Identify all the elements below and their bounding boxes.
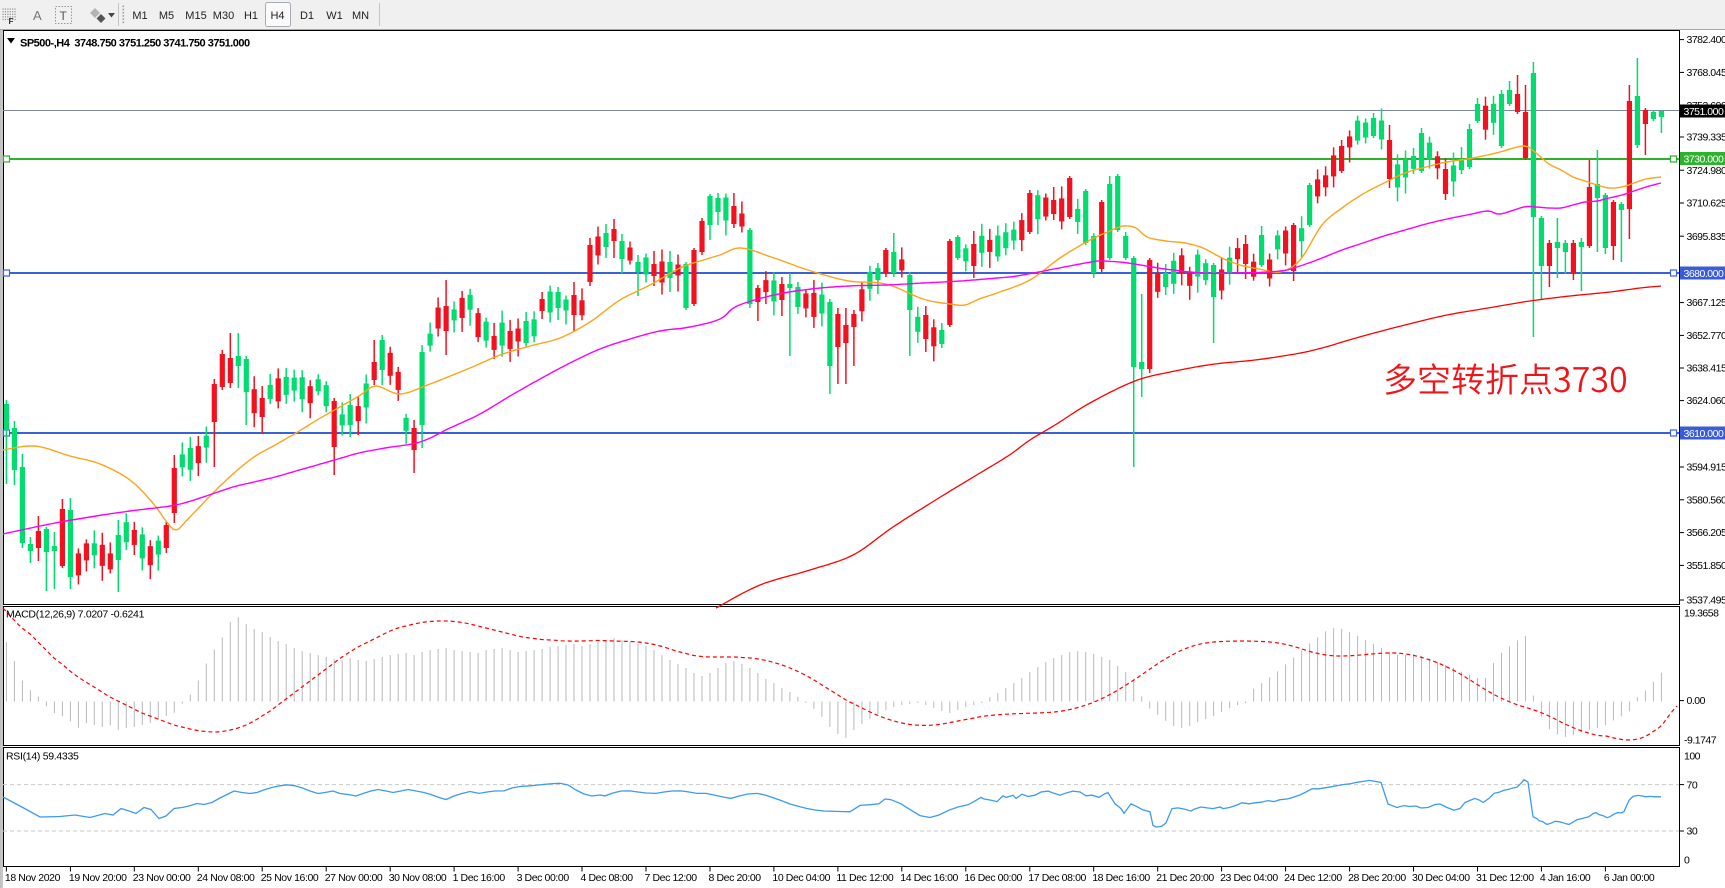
- svg-text:23 Dec 04:00: 23 Dec 04:00: [1220, 872, 1278, 884]
- svg-text:3 Dec 00:00: 3 Dec 00:00: [517, 872, 570, 884]
- svg-text:3680.000: 3680.000: [1684, 268, 1724, 280]
- svg-text:4 Dec 08:00: 4 Dec 08:00: [581, 872, 634, 884]
- svg-text:F: F: [9, 17, 14, 26]
- svg-text:W1: W1: [326, 10, 343, 22]
- svg-text:3724.980: 3724.980: [1687, 165, 1725, 177]
- svg-text:28 Dec 20:00: 28 Dec 20:00: [1348, 872, 1406, 884]
- svg-text:0: 0: [1684, 854, 1690, 866]
- svg-text:24 Nov 08:00: 24 Nov 08:00: [197, 872, 255, 884]
- svg-text:H4: H4: [270, 10, 284, 22]
- svg-text:100: 100: [1684, 750, 1701, 762]
- svg-text:3624.060: 3624.060: [1687, 395, 1725, 407]
- svg-text:31 Dec 12:00: 31 Dec 12:00: [1476, 872, 1534, 884]
- svg-text:3580.560: 3580.560: [1687, 494, 1725, 506]
- svg-text:30: 30: [1687, 826, 1698, 838]
- svg-text:17 Dec 08:00: 17 Dec 08:00: [1028, 872, 1086, 884]
- svg-text:21 Dec 20:00: 21 Dec 20:00: [1156, 872, 1214, 884]
- svg-text:RSI(14) 59.4335: RSI(14) 59.4335: [6, 751, 79, 763]
- svg-text:24 Dec 12:00: 24 Dec 12:00: [1284, 872, 1342, 884]
- svg-text:0.00: 0.00: [1687, 695, 1706, 707]
- svg-text:4 Jan 16:00: 4 Jan 16:00: [1540, 872, 1591, 884]
- svg-text:7 Dec 12:00: 7 Dec 12:00: [645, 872, 698, 884]
- svg-text:A: A: [33, 8, 42, 23]
- svg-text:10 Dec 04:00: 10 Dec 04:00: [772, 872, 830, 884]
- svg-text:MN: MN: [352, 10, 369, 22]
- svg-text:3610.000: 3610.000: [1684, 428, 1724, 440]
- svg-text:H1: H1: [244, 10, 258, 22]
- svg-text:3710.625: 3710.625: [1687, 198, 1725, 210]
- svg-text:14 Dec 16:00: 14 Dec 16:00: [900, 872, 958, 884]
- svg-text:23 Nov 00:00: 23 Nov 00:00: [133, 872, 191, 884]
- svg-text:T: T: [60, 9, 68, 23]
- svg-text:3652.770: 3652.770: [1687, 330, 1725, 342]
- svg-text:18 Dec 16:00: 18 Dec 16:00: [1092, 872, 1150, 884]
- svg-text:8 Dec 20:00: 8 Dec 20:00: [709, 872, 762, 884]
- svg-text:19.3658: 19.3658: [1684, 608, 1719, 620]
- svg-text:3730.000: 3730.000: [1684, 153, 1724, 165]
- svg-text:70: 70: [1687, 780, 1698, 792]
- svg-text:19 Nov 20:00: 19 Nov 20:00: [69, 872, 127, 884]
- svg-text:3594.915: 3594.915: [1687, 462, 1725, 474]
- svg-text:M5: M5: [159, 10, 174, 22]
- svg-text:M15: M15: [185, 10, 206, 22]
- svg-text:SP500-,H4 3748.750 3751.250 3: SP500-,H4 3748.750 3751.250 3741.750 375…: [20, 38, 250, 50]
- svg-text:16 Dec 00:00: 16 Dec 00:00: [964, 872, 1022, 884]
- svg-text:3751.000: 3751.000: [1684, 106, 1724, 118]
- svg-text:6 Jan 00:00: 6 Jan 00:00: [1604, 872, 1655, 884]
- svg-text:18 Nov 2020: 18 Nov 2020: [5, 872, 61, 884]
- svg-text:D1: D1: [300, 10, 314, 22]
- svg-text:3782.400: 3782.400: [1687, 34, 1725, 46]
- svg-text:3739.335: 3739.335: [1687, 132, 1725, 144]
- svg-text:M30: M30: [213, 10, 234, 22]
- svg-text:30 Nov 08:00: 30 Nov 08:00: [389, 872, 447, 884]
- svg-text:3638.415: 3638.415: [1687, 363, 1725, 375]
- svg-text:3551.850: 3551.850: [1687, 560, 1725, 572]
- svg-text:27 Nov 00:00: 27 Nov 00:00: [325, 872, 383, 884]
- svg-text:MACD(12,26,9) 7.0207 -0.6241: MACD(12,26,9) 7.0207 -0.6241: [6, 609, 145, 621]
- svg-text:25 Nov 16:00: 25 Nov 16:00: [261, 872, 319, 884]
- svg-text:1 Dec 16:00: 1 Dec 16:00: [453, 872, 506, 884]
- svg-text:M1: M1: [132, 10, 147, 22]
- svg-text:3667.125: 3667.125: [1687, 297, 1725, 309]
- svg-text:-9.1747: -9.1747: [1684, 735, 1717, 747]
- svg-text:30 Dec 04:00: 30 Dec 04:00: [1412, 872, 1470, 884]
- svg-text:11 Dec 12:00: 11 Dec 12:00: [836, 872, 893, 884]
- svg-text:3537.495: 3537.495: [1687, 595, 1725, 607]
- svg-text:3768.045: 3768.045: [1687, 67, 1725, 79]
- svg-text:3695.835: 3695.835: [1687, 231, 1725, 243]
- svg-text:3566.205: 3566.205: [1687, 527, 1725, 539]
